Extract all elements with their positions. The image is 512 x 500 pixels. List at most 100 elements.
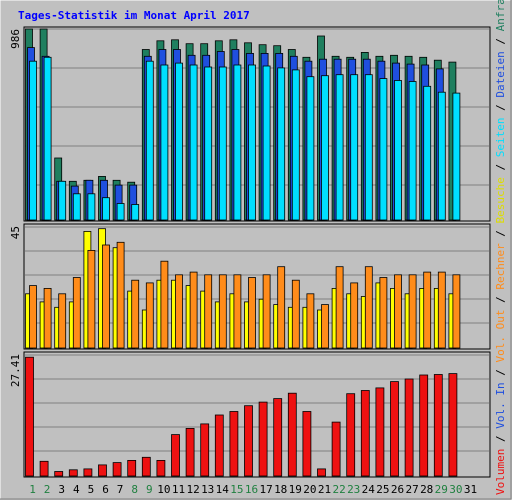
x-tick-label: 23	[347, 483, 360, 496]
bar-rechner-day-17	[262, 274, 271, 349]
bar-seiten-day-21	[321, 75, 329, 221]
x-tick-label: 18	[274, 483, 287, 496]
bar-seiten-day-1	[29, 60, 37, 221]
bar-rechner-day-18	[277, 266, 286, 349]
bar-volumen-day-18	[273, 398, 283, 477]
legend-entry: Anfragen	[494, 0, 507, 31]
x-tick-label: 30	[449, 483, 462, 496]
bar-rechner-day-9	[145, 282, 154, 349]
bar-rechner-day-1	[29, 285, 37, 349]
x-tick-label: 27	[405, 483, 418, 496]
bar-seiten-day-15	[233, 64, 242, 221]
bar-seiten-day-24	[364, 74, 373, 221]
bar-volumen-day-29	[433, 374, 443, 477]
y-max-label: 45	[9, 226, 22, 239]
bar-seiten-day-6	[102, 197, 110, 221]
x-tick-label: 13	[201, 483, 214, 496]
legend-entry: /	[494, 363, 507, 383]
bar-seiten-day-8	[131, 204, 140, 221]
bar-rechner-day-16	[248, 277, 256, 349]
bar-seiten-day-29	[437, 91, 446, 221]
bar-volumen-day-28	[419, 374, 429, 477]
legend-entry: Vol. Out	[494, 310, 507, 363]
legend-entry: Volumen	[494, 449, 507, 495]
bar-volumen-day-9	[141, 456, 151, 477]
bar-volumen-day-2	[39, 460, 49, 477]
bar-volumen-day-30	[448, 373, 458, 477]
bar-seiten-day-25	[379, 78, 388, 221]
x-tick-label: 14	[216, 483, 230, 496]
x-tick-label: 15	[230, 483, 243, 496]
bar-volumen-day-26	[390, 381, 399, 477]
legend: Volumen / Vol. In / Vol. Out / Rechner /…	[494, 0, 507, 495]
bar-rechner-day-11	[175, 274, 183, 349]
x-tick-label: 4	[73, 483, 80, 496]
bar-seiten-day-13	[204, 66, 213, 221]
x-tick-label: 17	[259, 483, 272, 496]
bar-rechner-day-14	[218, 274, 227, 349]
bar-seiten-day-4	[72, 193, 81, 221]
bar-rechner-day-25	[379, 277, 388, 349]
bar-volumen-day-21	[317, 468, 326, 477]
x-tick-label: 12	[186, 483, 199, 496]
x-tick-label: 1	[29, 483, 36, 496]
bar-volumen-day-11	[171, 434, 180, 477]
bar-seiten-day-10	[160, 64, 169, 221]
bar-rechner-day-5	[87, 249, 96, 349]
bar-seiten-day-30	[452, 92, 461, 221]
bar-volumen-day-13	[200, 423, 210, 477]
bar-seiten-day-26	[394, 80, 402, 221]
x-tick-label: 26	[391, 483, 404, 496]
bar-rechner-day-10	[160, 260, 169, 349]
legend-entry: Dateien	[494, 51, 507, 97]
bar-seiten-day-2	[43, 56, 52, 221]
x-tick-label: 11	[172, 483, 185, 496]
bar-volumen-day-15	[229, 411, 239, 477]
bar-rechner-day-26	[394, 274, 402, 349]
bar-seiten-day-5	[87, 193, 96, 221]
legend-entry: Rechner	[494, 243, 507, 290]
bar-seiten-day-17	[262, 65, 271, 221]
bar-seiten-day-16	[248, 64, 256, 221]
legend-entry: Besuche	[494, 177, 507, 223]
bar-seiten-day-3	[58, 180, 67, 221]
x-tick-label: 31	[464, 483, 477, 496]
legend-entry: /	[494, 157, 507, 177]
legend-entry: Seiten	[494, 117, 507, 157]
bar-seiten-day-22	[335, 74, 344, 221]
bar-rechner-day-13	[204, 274, 213, 349]
bar-rechner-day-29	[437, 271, 446, 349]
x-tick-label: 5	[88, 483, 95, 496]
legend-entry: /	[494, 290, 507, 310]
bar-volumen-day-14	[214, 414, 224, 477]
bar-seiten-day-7	[116, 203, 125, 221]
bar-seiten-day-18	[277, 67, 286, 221]
bar-rechner-day-2	[43, 287, 52, 349]
bar-seiten-day-20	[306, 76, 315, 221]
bar-volumen-day-12	[185, 427, 195, 477]
bar-rechner-day-28	[423, 271, 432, 349]
chart-title: Tages-Statistik im Monat April 2017	[18, 9, 250, 22]
bar-volumen-day-7	[112, 462, 122, 477]
bar-rechner-day-27	[408, 274, 417, 349]
x-tick-label: 29	[435, 483, 448, 496]
bar-volumen-day-5	[83, 468, 93, 477]
x-tick-label: 10	[157, 483, 170, 496]
bar-rechner-day-15	[233, 274, 242, 349]
bar-volumen-day-16	[244, 405, 253, 477]
bar-seiten-day-9	[145, 60, 154, 221]
x-tick-label: 24	[362, 483, 376, 496]
bar-volumen-day-4	[68, 469, 78, 477]
bar-volumen-day-22	[331, 421, 341, 477]
x-tick-label: 19	[289, 483, 302, 496]
x-tick-label: 20	[303, 483, 316, 496]
bar-seiten-day-23	[350, 74, 359, 221]
bar-seiten-day-19	[291, 69, 300, 221]
bar-volumen-day-20	[302, 411, 312, 477]
bar-rechner-day-23	[350, 282, 359, 349]
legend-entry: Vol. In	[494, 382, 507, 428]
legend-entry: /	[494, 98, 507, 118]
bar-seiten-day-28	[423, 85, 432, 221]
bar-volumen-day-10	[156, 459, 166, 477]
legend-entry: /	[494, 31, 507, 51]
